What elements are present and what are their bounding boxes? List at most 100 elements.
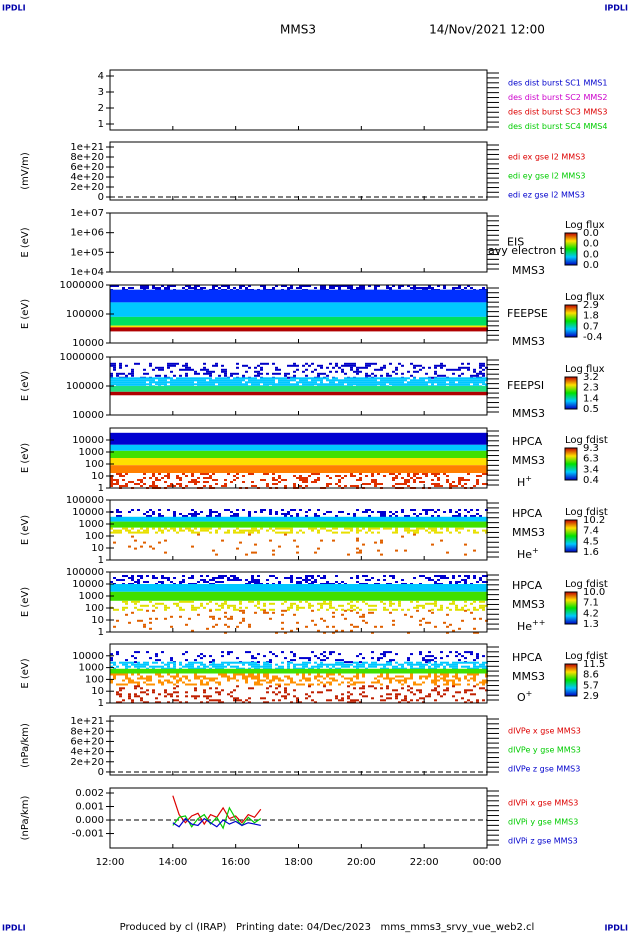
spectrogram-cell	[122, 302, 125, 317]
spectrogram-cell	[152, 386, 155, 392]
spectrogram-cell	[197, 386, 200, 392]
spectrogram-cell	[326, 609, 329, 611]
spectrogram-cell	[158, 659, 161, 661]
spectrogram-cell	[293, 485, 296, 487]
spectrogram-cell	[302, 327, 305, 331]
spectrogram-cell	[338, 379, 341, 381]
spectrogram-cell	[173, 379, 176, 381]
spectrogram-cell	[170, 302, 173, 317]
spectrogram-cell	[422, 605, 425, 607]
spectrogram-cell	[452, 575, 455, 577]
spectrogram-cell	[479, 433, 482, 445]
spectrogram-cell	[254, 327, 257, 331]
spectrogram-cell	[281, 302, 284, 317]
spectrogram-cell	[212, 433, 215, 445]
spectrogram-cell	[401, 365, 404, 367]
spectrogram-cell	[173, 664, 176, 666]
spectrogram-cell	[350, 577, 353, 579]
spectrogram-cell	[185, 365, 188, 367]
spectrogram-cell	[125, 485, 128, 487]
spectrogram-cell	[407, 317, 410, 326]
spectrogram-cell	[158, 367, 161, 369]
spectrogram-cell	[347, 383, 350, 385]
spectrogram-cell	[272, 473, 275, 475]
spectrogram-cell	[227, 680, 230, 682]
spectrogram-cell	[122, 379, 125, 381]
spectrogram-cell	[458, 392, 461, 395]
spectrogram-cell	[203, 689, 206, 691]
spectrogram-cell	[206, 666, 209, 668]
spectrogram-cell	[164, 691, 167, 693]
spectrogram-cell	[170, 445, 173, 451]
spectrogram-cell	[356, 479, 359, 481]
spectrogram-cell	[443, 575, 446, 577]
spectrogram-cell	[158, 381, 161, 383]
spectrogram-cell	[122, 377, 125, 379]
spectrogram-cell	[233, 458, 236, 465]
spectrogram-cell	[374, 379, 377, 381]
spectrogram-cell	[341, 327, 344, 331]
spectrogram-cell	[413, 458, 416, 465]
spectrogram-cell	[302, 381, 305, 383]
spectrogram-cell	[134, 651, 137, 653]
spectrogram-cell	[476, 609, 479, 611]
spectrogram-cell	[236, 584, 239, 592]
spectrogram-cell	[482, 290, 485, 303]
spectrogram-cell	[347, 445, 350, 451]
spectrogram-cell	[128, 290, 131, 303]
spectrogram-cell	[278, 592, 281, 601]
spectrogram-cell	[236, 513, 239, 515]
spectrogram-cell	[149, 622, 152, 624]
spectrogram-cell	[362, 290, 365, 303]
spectrogram-cell	[395, 392, 398, 395]
spectrogram-cell	[242, 517, 245, 522]
spectrogram-cell	[326, 302, 329, 317]
spectrogram-cell	[347, 290, 350, 303]
spectrogram-cell	[188, 662, 191, 664]
spectrogram-cell	[431, 612, 434, 614]
spectrogram-cell	[170, 377, 173, 379]
spectrogram-cell	[365, 381, 368, 383]
spectrogram-cell	[218, 577, 221, 579]
spectrogram-cell	[443, 584, 446, 592]
spectrogram-cell	[443, 392, 446, 395]
spectrogram-cell	[332, 317, 335, 326]
spectrogram-cell	[482, 605, 485, 607]
spectrogram-cell	[461, 326, 464, 328]
spectrogram-cell	[320, 377, 323, 379]
spectrogram-cell	[236, 373, 239, 375]
spectrogram-cell	[116, 653, 119, 655]
spectrogram-cell	[374, 479, 377, 481]
spectrogram-cell	[161, 383, 164, 385]
spectrogram-cell	[476, 327, 479, 331]
spectrogram-cell	[407, 302, 410, 317]
spectrogram-cell	[446, 552, 449, 554]
spectrogram-cell	[281, 326, 284, 328]
spectrogram-cell	[233, 327, 236, 331]
spectrogram-cell	[155, 465, 158, 473]
spectrogram-cell	[437, 509, 440, 511]
spectrogram-cell	[254, 386, 257, 392]
spectrogram-cell	[221, 302, 224, 317]
spectrogram-cell	[341, 609, 344, 611]
spectrogram-cell	[356, 326, 359, 328]
spectrogram-cell	[440, 379, 443, 381]
spectrogram-cell	[194, 678, 197, 680]
spectrogram-cell	[368, 445, 371, 451]
spectrogram-cell	[128, 695, 131, 697]
spectrogram-cell	[176, 451, 179, 458]
spectrogram-cell	[125, 317, 128, 326]
spectrogram-cell	[260, 302, 263, 317]
spectrogram-cell	[347, 592, 350, 601]
spectrogram-cell	[365, 367, 368, 369]
spectrogram-cell	[215, 554, 218, 556]
spectrogram-cell	[326, 326, 329, 328]
spectrogram-cell	[284, 433, 287, 445]
spectrogram-cell	[254, 326, 257, 328]
spectrogram-cell	[134, 317, 137, 326]
spectrogram-cell	[161, 577, 164, 579]
spectrogram-cell	[119, 433, 122, 445]
spectrogram-cell	[419, 392, 422, 395]
spectrogram-cell	[245, 607, 248, 609]
spectrogram-cell	[386, 317, 389, 326]
